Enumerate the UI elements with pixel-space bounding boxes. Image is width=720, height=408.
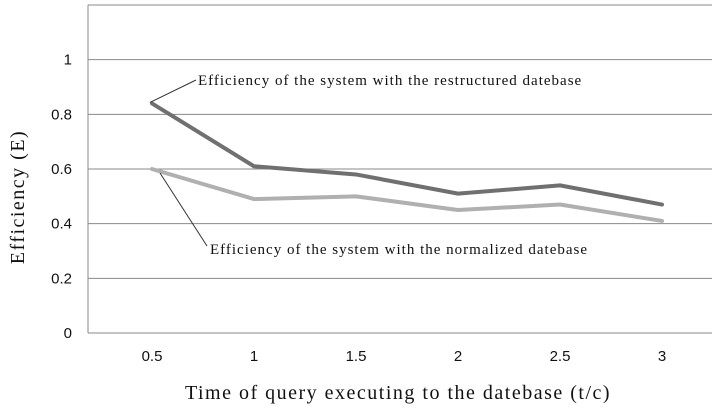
annotation-leader-lines bbox=[149, 79, 208, 247]
leader-line-normalized bbox=[159, 172, 208, 247]
series-lines bbox=[150, 101, 664, 223]
y-tick-label: 1 bbox=[64, 52, 72, 69]
x-tick-label: 2.5 bbox=[550, 348, 571, 365]
x-tick-label: 2 bbox=[454, 348, 462, 365]
x-tick-label: 1.5 bbox=[346, 348, 367, 365]
leader-line-restructured bbox=[149, 79, 197, 103]
x-tick-label: 1 bbox=[250, 348, 258, 365]
annotation-normalized: Efficiency of the system with the normal… bbox=[210, 242, 588, 258]
y-tick-label: 0.2 bbox=[51, 270, 72, 287]
x-tick-label: 0.5 bbox=[142, 348, 163, 365]
series-line-restructured bbox=[150, 101, 664, 207]
x-axis-title: Time of query executing to the datebase … bbox=[185, 382, 611, 404]
y-axis-title: Efficiency (E) bbox=[7, 130, 29, 264]
annotation-restructured: Efficiency of the system with the restru… bbox=[198, 73, 582, 89]
y-tick-labels: 0 0.2 0.4 0.6 0.8 1 bbox=[51, 52, 72, 342]
y-tick-label: 0.6 bbox=[51, 161, 72, 178]
y-tick-label: 0 bbox=[64, 325, 72, 342]
x-tick-labels: 0.5 1 1.5 2 2.5 3 bbox=[142, 348, 667, 365]
series-line-normalized bbox=[150, 167, 664, 223]
x-tick-label: 3 bbox=[658, 348, 666, 365]
y-tick-label: 0.8 bbox=[51, 106, 72, 123]
y-tick-label: 0.4 bbox=[51, 216, 72, 233]
gridlines bbox=[87, 4, 712, 334]
